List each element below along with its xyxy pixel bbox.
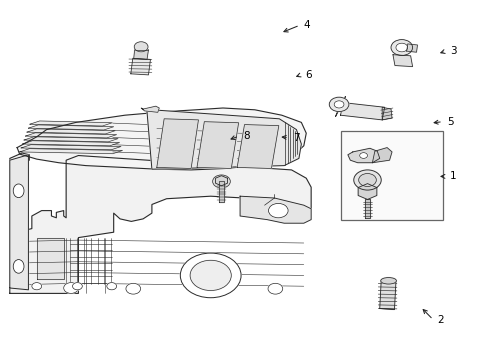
Circle shape bbox=[391, 40, 413, 55]
Circle shape bbox=[360, 153, 368, 158]
Polygon shape bbox=[10, 155, 28, 290]
Circle shape bbox=[107, 283, 117, 290]
Polygon shape bbox=[380, 280, 396, 310]
Bar bbox=[341, 131, 443, 220]
Circle shape bbox=[334, 101, 344, 108]
Circle shape bbox=[269, 203, 288, 218]
Polygon shape bbox=[372, 148, 392, 163]
Polygon shape bbox=[365, 199, 370, 218]
Polygon shape bbox=[147, 108, 301, 169]
Circle shape bbox=[396, 43, 408, 52]
Circle shape bbox=[64, 283, 78, 293]
Polygon shape bbox=[336, 96, 345, 116]
Polygon shape bbox=[30, 121, 112, 126]
Polygon shape bbox=[157, 119, 198, 168]
Polygon shape bbox=[10, 153, 311, 293]
Polygon shape bbox=[240, 196, 311, 223]
Polygon shape bbox=[382, 107, 392, 120]
Polygon shape bbox=[25, 133, 117, 138]
Text: 4: 4 bbox=[304, 20, 311, 30]
Polygon shape bbox=[341, 103, 385, 120]
Polygon shape bbox=[348, 148, 380, 163]
Circle shape bbox=[134, 42, 148, 52]
Circle shape bbox=[190, 260, 231, 291]
Circle shape bbox=[32, 283, 42, 290]
Text: 8: 8 bbox=[243, 131, 250, 141]
Text: 6: 6 bbox=[305, 70, 312, 80]
Polygon shape bbox=[23, 141, 120, 146]
Polygon shape bbox=[21, 145, 121, 150]
Circle shape bbox=[213, 175, 230, 188]
Polygon shape bbox=[358, 184, 377, 199]
Polygon shape bbox=[134, 49, 148, 59]
Circle shape bbox=[73, 283, 82, 290]
Polygon shape bbox=[24, 137, 118, 142]
Polygon shape bbox=[197, 122, 239, 168]
Text: 3: 3 bbox=[450, 46, 457, 56]
Polygon shape bbox=[219, 181, 224, 202]
Text: 5: 5 bbox=[447, 117, 454, 127]
Ellipse shape bbox=[13, 260, 24, 273]
Polygon shape bbox=[131, 58, 150, 75]
Ellipse shape bbox=[13, 184, 24, 198]
Polygon shape bbox=[141, 106, 159, 112]
Polygon shape bbox=[17, 108, 306, 170]
Polygon shape bbox=[20, 149, 122, 154]
Polygon shape bbox=[37, 238, 64, 279]
Polygon shape bbox=[28, 125, 114, 130]
Circle shape bbox=[359, 174, 376, 186]
Circle shape bbox=[268, 283, 283, 294]
Polygon shape bbox=[216, 176, 227, 186]
Text: 1: 1 bbox=[450, 171, 457, 181]
Text: 7: 7 bbox=[293, 132, 300, 143]
Circle shape bbox=[354, 170, 381, 190]
Polygon shape bbox=[393, 55, 413, 67]
Circle shape bbox=[329, 97, 349, 112]
Polygon shape bbox=[27, 129, 115, 134]
Polygon shape bbox=[237, 125, 279, 168]
Ellipse shape bbox=[381, 278, 396, 284]
Text: 2: 2 bbox=[437, 315, 444, 325]
Circle shape bbox=[180, 253, 241, 298]
Polygon shape bbox=[407, 44, 417, 52]
Circle shape bbox=[126, 283, 141, 294]
